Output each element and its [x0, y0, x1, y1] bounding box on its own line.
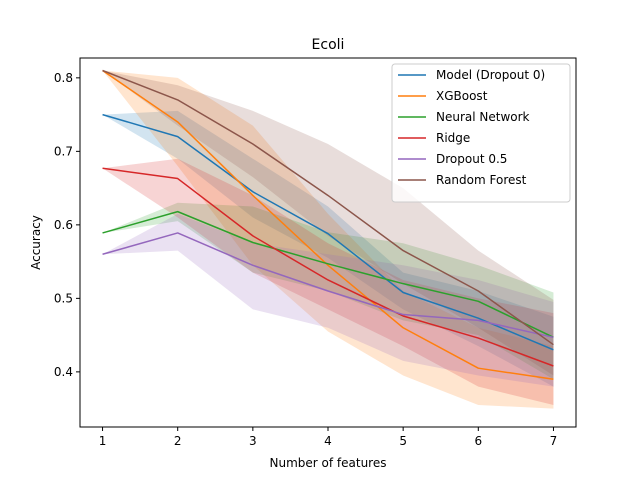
y-tick-label: 0.6 — [54, 218, 73, 232]
legend-box — [391, 63, 571, 203]
y-tick-label: 0.5 — [54, 291, 73, 305]
x-axis-label: Number of features — [270, 456, 387, 470]
confidence-band-3 — [102, 158, 554, 405]
y-tick-label: 0.8 — [54, 71, 73, 85]
y-tick-label: 0.7 — [54, 144, 73, 158]
y-axis: 0.4 0.5 0.6 0.7 0.8 — [54, 71, 80, 379]
series-line-4 — [102, 232, 554, 339]
legend-label: Dropout 0.5 — [436, 152, 507, 166]
series-line-1 — [102, 69, 554, 380]
x-tick-label: 5 — [399, 434, 407, 448]
x-tick-label: 1 — [99, 434, 107, 448]
y-tick-label: 0.4 — [54, 365, 73, 379]
x-tick-label: 4 — [324, 434, 332, 448]
y-axis-label: Accuracy — [29, 215, 43, 270]
legend-label: Random Forest — [436, 173, 527, 187]
legend-label: XGBoost — [436, 89, 488, 103]
legend-label: Ridge — [436, 131, 470, 145]
confidence-band-1 — [102, 70, 554, 409]
series-line-0 — [102, 113, 554, 351]
x-axis: 1 2 3 4 5 6 7 — [99, 427, 558, 448]
x-tick-label: 2 — [174, 434, 182, 448]
series-line-2 — [102, 210, 554, 338]
legend-label: Neural Network — [436, 110, 530, 124]
confidence-band-4 — [102, 213, 554, 387]
confidence-band-5 — [102, 70, 554, 376]
x-tick-label: 3 — [249, 434, 257, 448]
legend: Model (Dropout 0) XGBoost Neural Network Ri… — [391, 63, 571, 203]
series-line-3 — [102, 167, 554, 367]
series-lines — [102, 69, 554, 380]
chart-title: Ecoli — [312, 37, 345, 53]
x-tick-label: 6 — [474, 434, 482, 448]
legend-label: Model (Dropout 0) — [436, 68, 545, 82]
x-tick-label: 7 — [550, 434, 558, 448]
series-line-5 — [102, 69, 554, 346]
